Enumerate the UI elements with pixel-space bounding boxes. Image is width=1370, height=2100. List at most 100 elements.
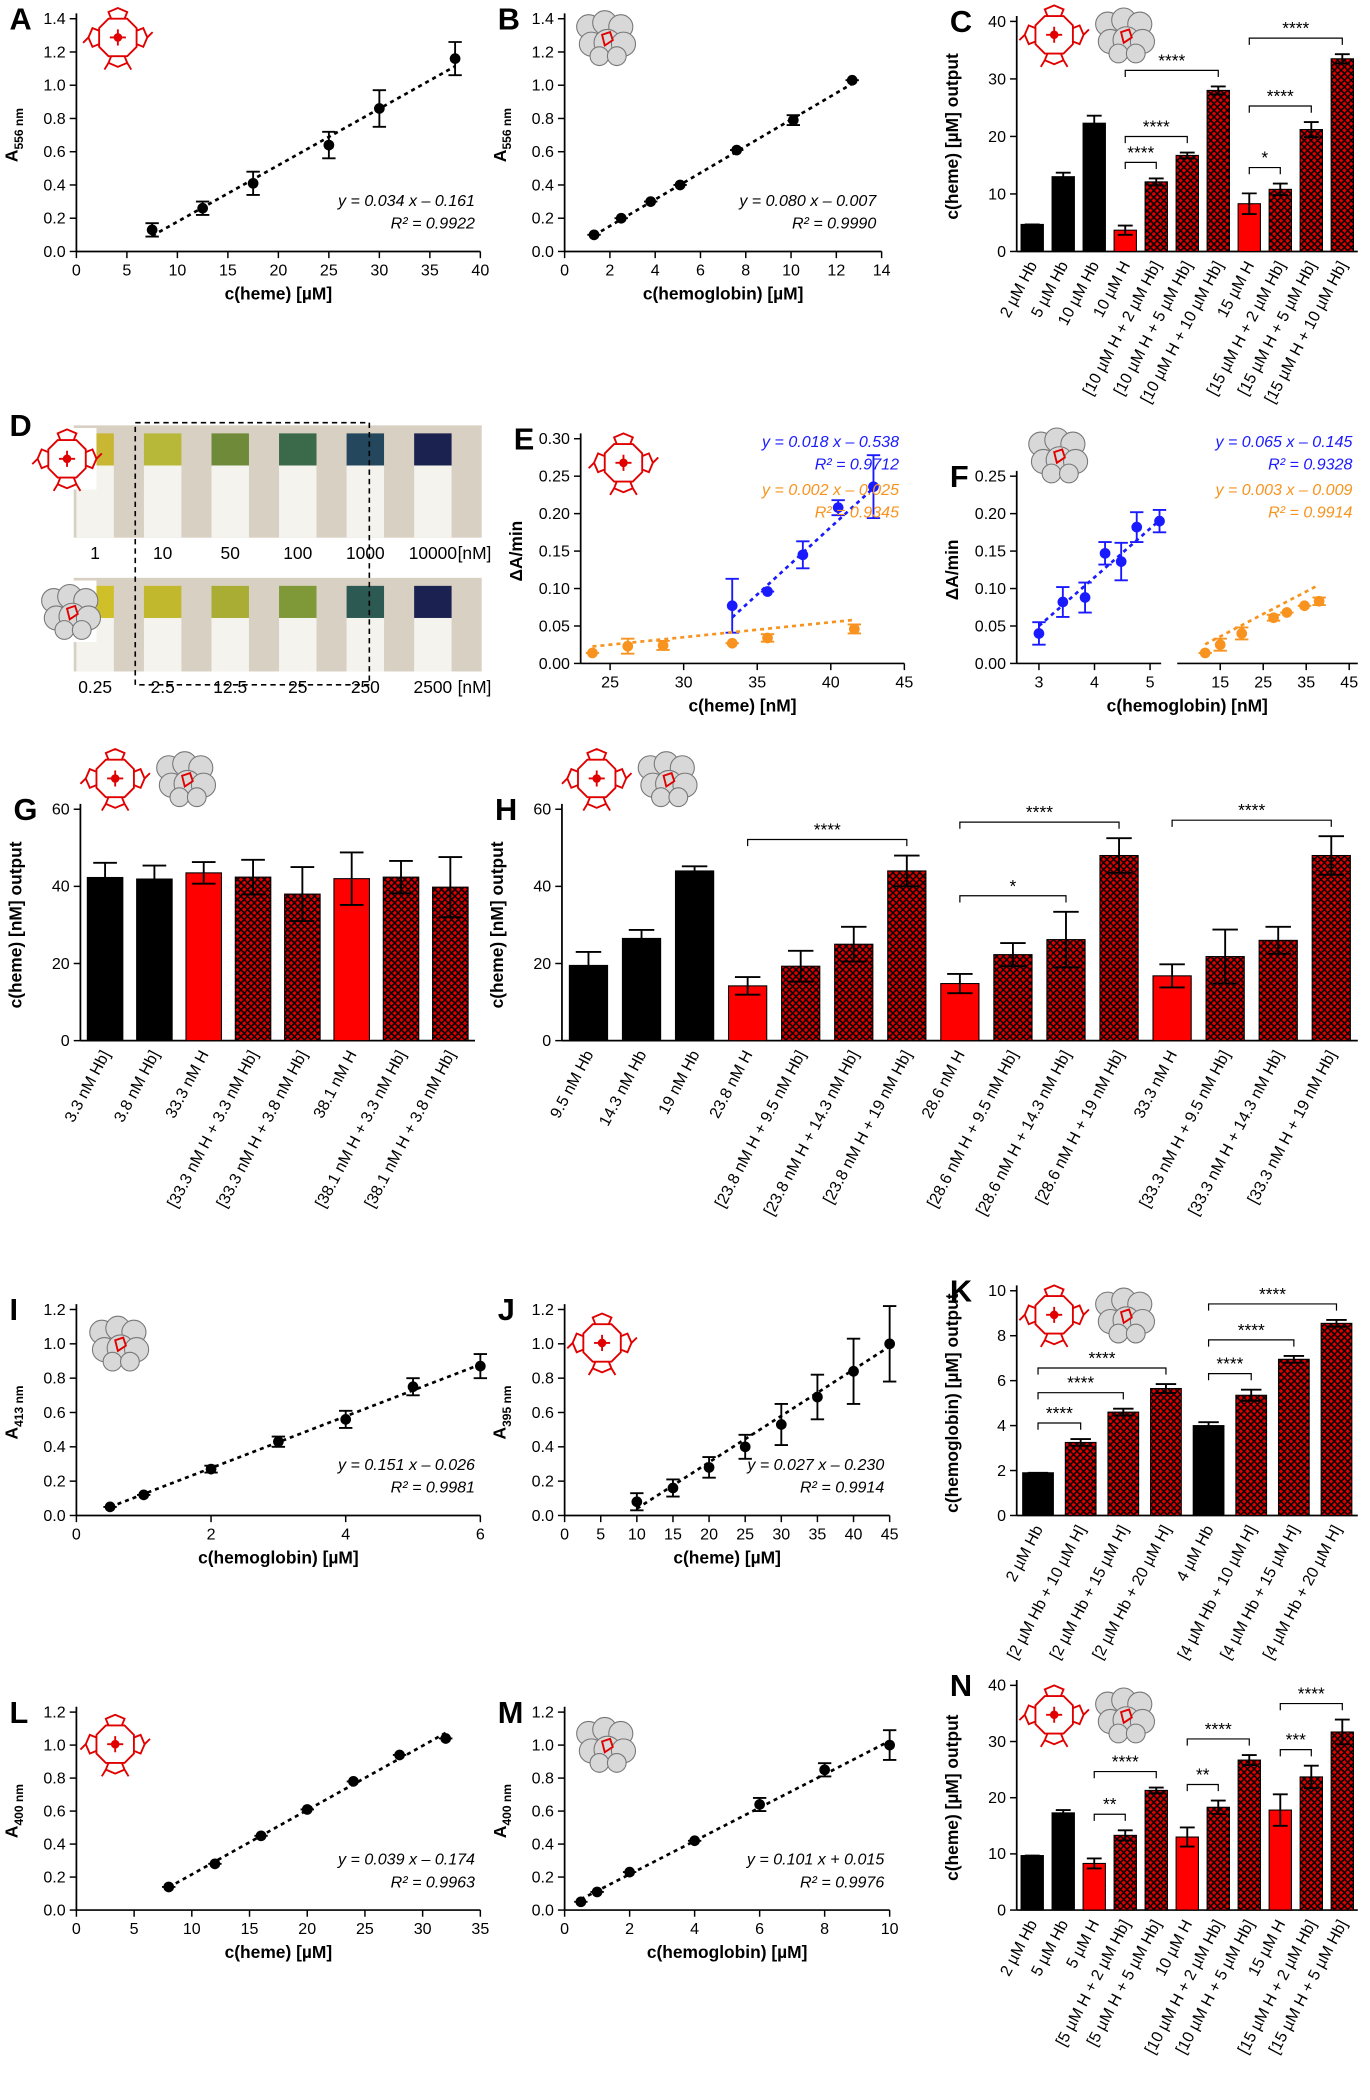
y-tick-label: 20 bbox=[988, 128, 1006, 146]
heme-icon bbox=[82, 7, 154, 71]
protein-blob bbox=[1108, 43, 1129, 64]
error-bar bbox=[93, 861, 117, 894]
fit-r-squared: R² = 0.9328 bbox=[1268, 455, 1352, 473]
heme-group bbox=[600, 30, 614, 47]
concentration-label: 0.25 bbox=[78, 677, 112, 697]
heme-icon bbox=[31, 428, 103, 492]
x-tick-label: 35 bbox=[471, 1920, 489, 1938]
x-tick-label: 3.8 nM Hb] bbox=[111, 1047, 164, 1125]
x-tick-label: 0 bbox=[560, 1526, 569, 1544]
error-bar bbox=[1055, 1809, 1071, 1817]
panel-letter: G bbox=[14, 792, 38, 827]
heme-icon bbox=[566, 1312, 638, 1376]
test-strip bbox=[414, 617, 452, 672]
fit-r-squared: R² = 0.9914 bbox=[800, 1479, 884, 1497]
heme-iron bbox=[1049, 1310, 1059, 1320]
heme-group bbox=[600, 1737, 614, 1754]
x-tick-label: [4 µM Hb + 10 µM H] bbox=[1174, 1522, 1260, 1662]
error-bar bbox=[389, 859, 413, 895]
x-tick-label: [33.3 nM H + 3.3 nM Hb] bbox=[164, 1047, 262, 1210]
significance-label: * bbox=[1010, 876, 1017, 896]
error-bar bbox=[1303, 121, 1319, 138]
error-bar bbox=[1159, 963, 1185, 989]
hemoglobin-icon bbox=[637, 751, 698, 808]
y-tick-label: 0.00 bbox=[975, 655, 1006, 673]
data-point bbox=[1214, 639, 1226, 651]
significance-bracket bbox=[1124, 69, 1219, 78]
y-tick-label: 10 bbox=[988, 185, 1006, 203]
x-tick-label: 33.3 nM H bbox=[162, 1047, 213, 1121]
x-tick-label: 0 bbox=[560, 262, 569, 280]
significance-label: * bbox=[1261, 148, 1268, 168]
concentration-label: 25 bbox=[288, 677, 307, 697]
protein-blob bbox=[1125, 43, 1146, 64]
test-strip bbox=[211, 617, 249, 672]
y-axis-title: A556 nm bbox=[490, 108, 514, 162]
x-tick-label: 3 bbox=[1034, 674, 1043, 692]
y-tick-label: 40 bbox=[533, 878, 551, 896]
y-tick-label: 1.2 bbox=[532, 43, 554, 61]
bar-hatch bbox=[1259, 940, 1298, 1041]
significance-bracket bbox=[959, 821, 1120, 829]
error-bar bbox=[1318, 835, 1345, 876]
y-axis-title: c(heme) [nM] output bbox=[6, 841, 26, 1008]
significance-label: **** bbox=[1238, 800, 1265, 820]
y-tick-label: 0 bbox=[997, 1507, 1006, 1525]
data-point bbox=[787, 114, 799, 126]
hemoglobin-icon bbox=[1095, 1687, 1156, 1744]
hemoglobin-icon bbox=[1095, 1287, 1156, 1344]
y-tick-label: 1.2 bbox=[532, 1703, 554, 1721]
data-point bbox=[591, 1886, 603, 1898]
y-tick-label: 1.2 bbox=[43, 43, 65, 61]
x-tick-label: 6 bbox=[755, 1920, 764, 1938]
x-tick-label: 19 nM Hb bbox=[655, 1047, 704, 1117]
x-tick-label: 8 bbox=[820, 1920, 829, 1938]
y-axis-title-main: A bbox=[490, 1426, 510, 1439]
protein-blob bbox=[589, 1753, 610, 1773]
test-strip bbox=[143, 465, 182, 538]
y-tick-label: 8 bbox=[997, 1327, 1006, 1345]
significance-bracket bbox=[1093, 1770, 1157, 1779]
x-axis-title: c(hemoglobin) [µM] bbox=[643, 284, 804, 304]
fit-line bbox=[636, 1345, 891, 1510]
data-point bbox=[449, 53, 461, 64]
error-bar bbox=[1303, 1764, 1319, 1790]
bar bbox=[1051, 1812, 1075, 1911]
heme-iron bbox=[1049, 30, 1059, 40]
heme-iron bbox=[62, 454, 72, 464]
y-tick-label: 20 bbox=[533, 955, 551, 973]
data-point bbox=[301, 1804, 313, 1815]
significance-bracket bbox=[959, 895, 1067, 903]
data-point bbox=[657, 640, 669, 651]
error-bar bbox=[575, 950, 602, 980]
y-tick-label: 0.4 bbox=[532, 176, 554, 194]
y-axis-title-main: c(heme) [nM] output bbox=[487, 841, 507, 1008]
y-axis-title-main: A bbox=[490, 149, 510, 162]
x-tick-label: 4 bbox=[651, 262, 660, 280]
y-tick-label: 1.0 bbox=[43, 77, 65, 95]
data-point bbox=[440, 1733, 452, 1744]
fit-line bbox=[592, 618, 855, 648]
y-tick-label: 0.4 bbox=[43, 176, 65, 194]
panel-letter: H bbox=[495, 792, 517, 827]
concentration-label: 50 bbox=[221, 543, 240, 563]
data-point bbox=[1057, 596, 1069, 608]
y-tick-label: 0.8 bbox=[532, 1370, 554, 1388]
x-tick-label: 9.5 nM Hb bbox=[547, 1047, 598, 1121]
error-bar bbox=[191, 861, 216, 885]
heme-ring bbox=[577, 758, 617, 799]
protein-blob bbox=[120, 1351, 140, 1372]
y-tick-label: 1.4 bbox=[43, 10, 65, 28]
error-bar bbox=[1086, 114, 1102, 132]
data-point bbox=[762, 632, 773, 644]
y-axis-title-main: c(heme) [µM] output bbox=[942, 1714, 962, 1881]
bar bbox=[185, 872, 223, 1042]
y-tick-label: 60 bbox=[52, 801, 70, 819]
x-tick-label: 12 bbox=[827, 262, 845, 280]
data-point bbox=[622, 640, 634, 652]
error-bar bbox=[1198, 1421, 1219, 1430]
test-pad bbox=[414, 585, 452, 618]
protein-blob bbox=[1108, 1323, 1129, 1344]
data-point bbox=[1099, 547, 1111, 559]
